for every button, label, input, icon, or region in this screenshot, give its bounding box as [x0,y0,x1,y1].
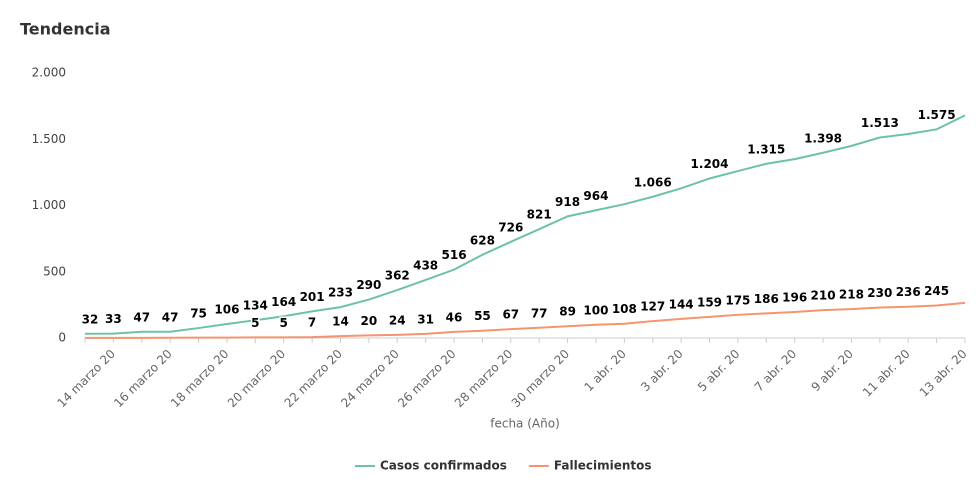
data-label: 1.066 [634,175,672,189]
x-tick-label: 7 abr. 20 [752,347,799,394]
data-label: 516 [442,248,467,262]
data-label: 159 [697,295,722,309]
legend-label: Fallecimientos [554,459,652,473]
y-tick-label: 1.500 [32,132,66,146]
data-label: 31 [417,312,434,326]
series-line [84,114,966,335]
data-label: 1.513 [861,116,899,130]
data-label: 75 [190,307,207,321]
x-tick-label: 20 marzo 20 [225,347,288,410]
legend-label: Casos confirmados [380,459,507,473]
data-label: 726 [498,220,523,234]
y-tick-label: 1.000 [32,198,66,212]
x-tick-label: 30 marzo 20 [509,347,572,410]
data-label: 100 [583,303,608,317]
y-tick-label: 2.000 [32,66,66,80]
data-label: 108 [612,302,637,316]
data-label: 438 [413,258,438,272]
data-label: 5 [251,316,259,330]
data-label: 46 [446,310,463,324]
data-label: 218 [839,288,864,302]
x-tick-label: 3 abr. 20 [638,347,685,394]
data-label: 245 [924,284,949,298]
data-label: 20 [361,314,378,328]
data-label: 186 [754,292,779,306]
series-line [85,301,966,339]
data-label: 236 [896,285,921,299]
data-label: 55 [474,309,491,323]
data-label: 134 [243,299,268,313]
data-label: 362 [385,269,410,283]
data-label: 628 [470,233,495,247]
data-label: 67 [502,308,519,322]
data-label: 1.204 [691,157,729,171]
data-label: 918 [555,195,580,209]
data-label: 47 [162,310,179,324]
data-label: 201 [300,290,325,304]
x-tick-label: 26 marzo 20 [395,347,458,410]
data-label: 33 [105,312,122,326]
data-label: 290 [356,278,381,292]
x-tick-label: 28 marzo 20 [452,347,515,410]
data-label: 821 [527,208,552,222]
data-label: 230 [867,286,892,300]
x-tick-label: 18 marzo 20 [168,347,231,410]
data-label: 89 [559,305,576,319]
data-label: 1.398 [804,131,842,145]
data-label: 964 [583,189,608,203]
data-label: 164 [271,295,296,309]
data-label: 127 [640,300,665,314]
data-label: 196 [782,291,807,305]
data-label: 210 [811,289,836,303]
data-label: 32 [82,312,99,326]
data-label: 233 [328,286,353,300]
data-label: 7 [308,316,316,330]
data-label: 144 [669,297,694,311]
x-tick-label: 22 marzo 20 [282,347,345,410]
chart-title: Tendencia [20,20,111,39]
data-label: 1.575 [918,108,956,122]
x-tick-label: 9 abr. 20 [809,347,856,394]
data-label: 5 [280,316,288,330]
data-label: 24 [389,313,406,327]
data-label: 106 [214,302,239,316]
data-label: 77 [531,306,548,320]
data-label: 47 [133,310,150,324]
data-label: 1.315 [747,142,785,156]
x-tick-label: 1 abr. 20 [581,347,628,394]
x-tick-label: 11 abr. 20 [860,347,913,400]
data-label: 14 [332,315,349,329]
x-axis-label: fecha (Año) [490,417,560,431]
x-tick-label: 14 marzo 20 [54,347,117,410]
y-tick-label: 0 [58,331,66,345]
x-tick-label: 24 marzo 20 [338,347,401,410]
x-tick-label: 16 marzo 20 [111,347,174,410]
y-tick-label: 500 [43,264,66,278]
data-label: 175 [725,293,750,307]
x-tick-label: 13 abr. 20 [917,347,970,400]
x-tick-label: 5 abr. 20 [695,347,742,394]
